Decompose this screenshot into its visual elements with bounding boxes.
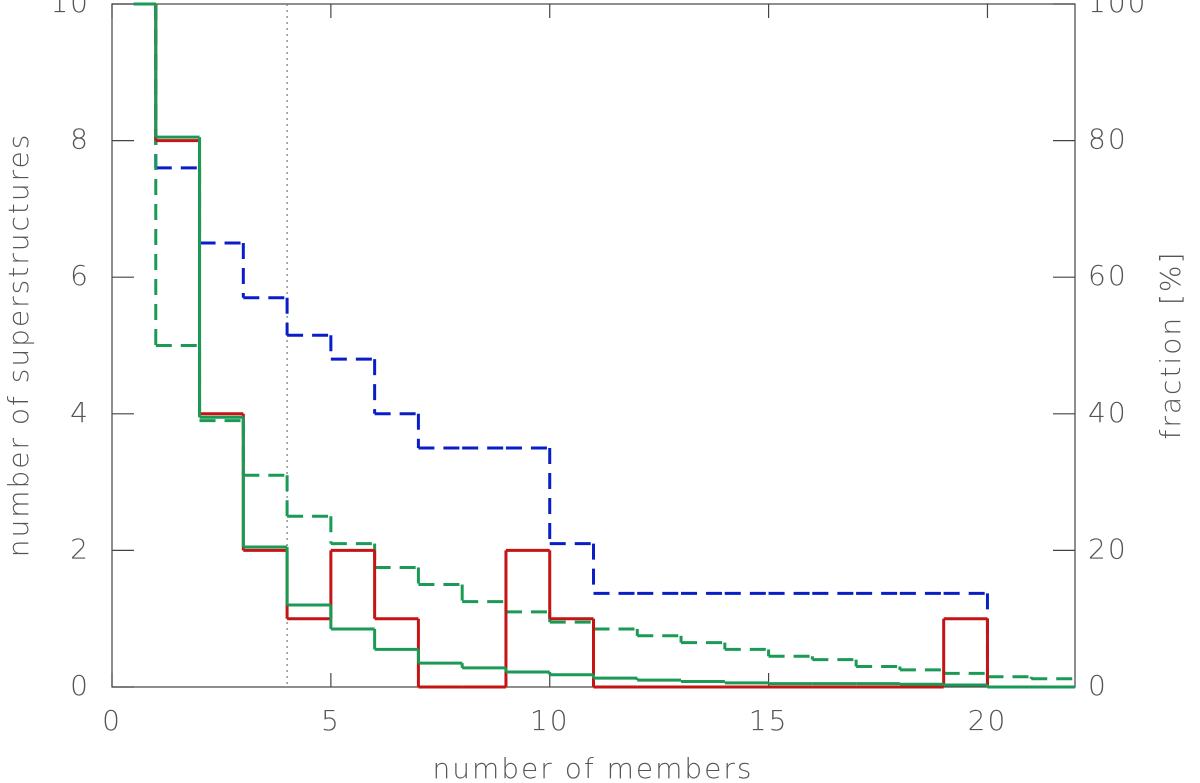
x-tick-label: 15 [749,704,789,737]
y2-tick-label: 20 [1088,532,1128,565]
y-tick-label: 10 [50,0,90,19]
y2-tick-label: 60 [1088,259,1128,292]
y-axis-label: number of superstructures [2,133,35,558]
x-tick-label: 20 [968,704,1008,737]
x-tick-label: 0 [102,704,122,737]
x-tick-label: 5 [321,704,341,737]
y2-tick-label: 40 [1088,396,1128,429]
y-tick-label: 2 [70,532,90,565]
y-tick-label: 6 [70,259,90,292]
y-tick-label: 0 [70,669,90,702]
y-tick-label: 8 [70,123,90,156]
y-tick-label: 4 [70,396,90,429]
y2-axis-label: fraction [%] [1154,251,1187,440]
x-axis-label: number of members [433,752,754,783]
y2-tick-label: 0 [1088,669,1108,702]
x-tick-label: 10 [530,704,570,737]
y2-tick-label: 100 [1088,0,1147,19]
y2-tick-label: 80 [1088,123,1128,156]
